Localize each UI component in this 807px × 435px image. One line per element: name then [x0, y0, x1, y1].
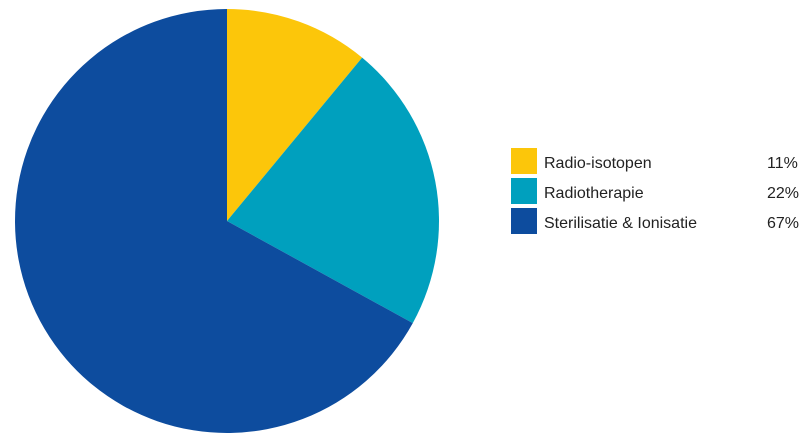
- legend-value-sterilisatie-ionisatie: 67%: [767, 215, 800, 232]
- legend-swatch-radio-isotopen: [511, 148, 537, 174]
- legend-swatch-sterilisatie-ionisatie: [511, 208, 537, 234]
- legend-label-sterilisatie-ionisatie: Sterilisatie & Ionisatie: [544, 215, 697, 232]
- pie-slices: [15, 9, 440, 433]
- legend-swatch-radiotherapie: [511, 178, 537, 204]
- legend-item-sterilisatie-ionisatie: Sterilisatie & Ionisatie 67%: [511, 206, 807, 236]
- legend-value-radiotherapie: 22%: [767, 185, 800, 202]
- pie-slice-sterilisatie-ionisatie: [15, 9, 413, 433]
- pie-slice-radiotherapie: [227, 57, 440, 324]
- legend-label-radio-isotopen: Radio-isotopen: [544, 155, 652, 172]
- legend-label-radiotherapie: Radiotherapie: [544, 185, 644, 202]
- legend-value-radio-isotopen: 11%: [767, 155, 798, 172]
- pie-chart: [15, 9, 440, 433]
- pie-slice-radio-isotopen: [227, 9, 363, 221]
- legend-item-radio-isotopen: Radio-isotopen 11%: [511, 146, 807, 176]
- legend: Radio-isotopen 11% Radiotherapie 22% Ste…: [511, 146, 807, 236]
- legend-item-radiotherapie: Radiotherapie 22%: [511, 176, 807, 206]
